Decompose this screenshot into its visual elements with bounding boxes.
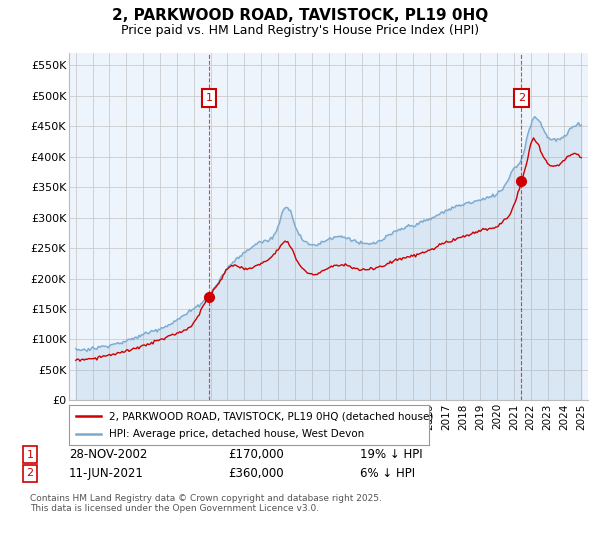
Text: 2: 2 xyxy=(518,92,525,102)
Text: HPI: Average price, detached house, West Devon: HPI: Average price, detached house, West… xyxy=(109,429,364,439)
Text: 2, PARKWOOD ROAD, TAVISTOCK, PL19 0HQ (detached house): 2, PARKWOOD ROAD, TAVISTOCK, PL19 0HQ (d… xyxy=(109,412,433,422)
Text: £360,000: £360,000 xyxy=(228,466,284,480)
Text: 6% ↓ HPI: 6% ↓ HPI xyxy=(360,466,415,480)
Text: 28-NOV-2002: 28-NOV-2002 xyxy=(69,448,148,461)
Text: £170,000: £170,000 xyxy=(228,448,284,461)
Text: 1: 1 xyxy=(26,450,34,460)
Text: 2: 2 xyxy=(26,468,34,478)
Text: Price paid vs. HM Land Registry's House Price Index (HPI): Price paid vs. HM Land Registry's House … xyxy=(121,24,479,36)
Text: 19% ↓ HPI: 19% ↓ HPI xyxy=(360,448,422,461)
Text: 11-JUN-2021: 11-JUN-2021 xyxy=(69,466,144,480)
Text: 2, PARKWOOD ROAD, TAVISTOCK, PL19 0HQ: 2, PARKWOOD ROAD, TAVISTOCK, PL19 0HQ xyxy=(112,8,488,24)
Text: 1: 1 xyxy=(206,92,212,102)
Text: Contains HM Land Registry data © Crown copyright and database right 2025.
This d: Contains HM Land Registry data © Crown c… xyxy=(30,494,382,514)
